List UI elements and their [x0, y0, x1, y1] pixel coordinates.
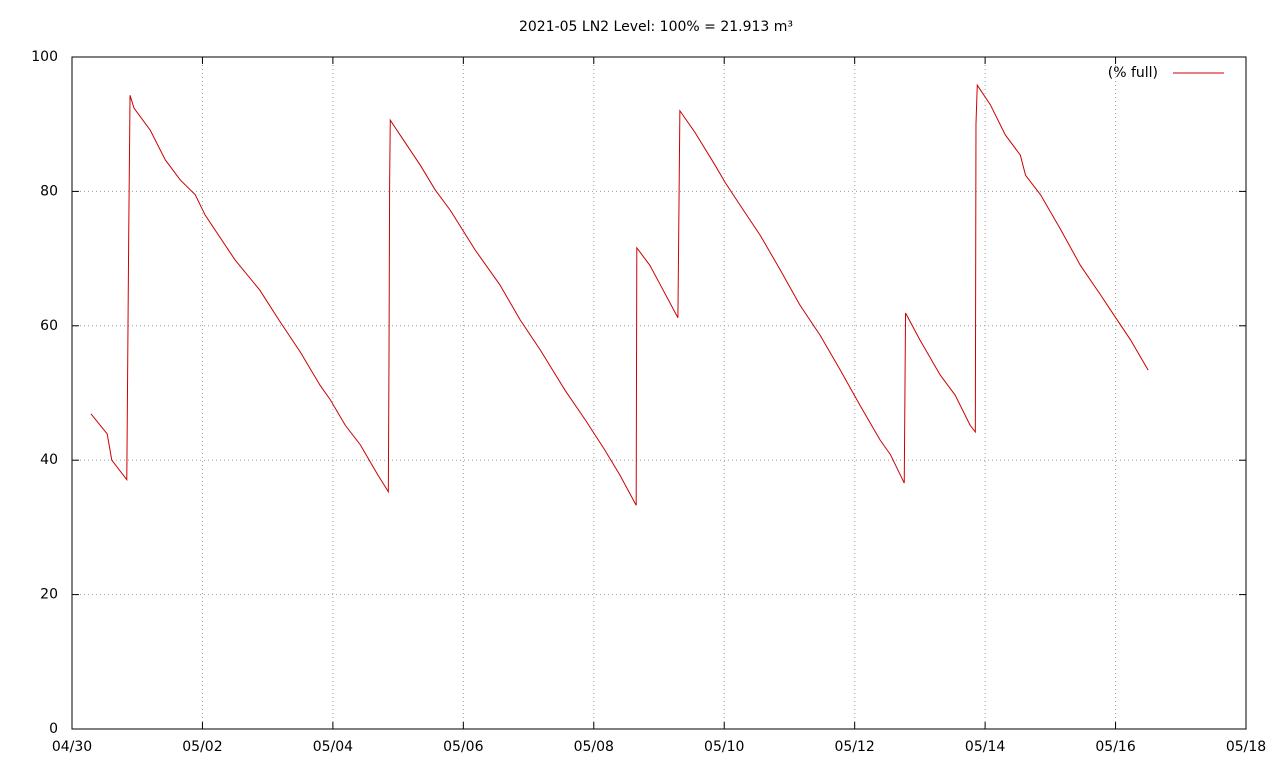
- x-tick-label: 05/18: [1226, 739, 1266, 755]
- y-tick-label: 40: [40, 452, 58, 468]
- x-tick-label: 05/12: [834, 739, 874, 755]
- x-tick-label: 05/08: [574, 739, 614, 755]
- x-tick-label: 05/10: [704, 739, 744, 755]
- chart-title: 2021-05 LN2 Level: 100% = 21.913 m³: [519, 19, 793, 35]
- x-tick-label: 05/16: [1095, 739, 1135, 755]
- x-tick-label: 04/30: [52, 739, 92, 755]
- x-tick-label: 05/14: [965, 739, 1005, 755]
- x-tick-label: 05/04: [313, 739, 353, 755]
- y-tick-label: 80: [40, 183, 58, 199]
- y-tick-label: 100: [31, 49, 58, 65]
- legend-label: (% full): [1108, 65, 1158, 81]
- y-tick-label: 20: [40, 587, 58, 603]
- plot-frame: [71, 56, 1247, 730]
- x-tick-label: 05/06: [443, 739, 483, 755]
- y-tick-label: 0: [49, 721, 58, 737]
- data-line: [90, 83, 1149, 506]
- x-tick-label: 05/02: [182, 739, 222, 755]
- y-tick-label: 60: [40, 318, 58, 334]
